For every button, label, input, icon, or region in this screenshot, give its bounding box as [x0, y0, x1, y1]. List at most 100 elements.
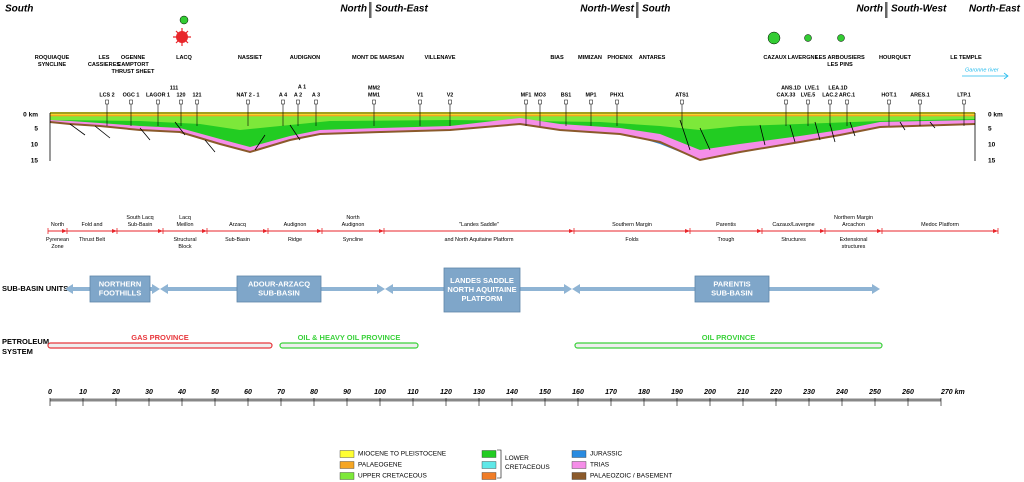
- province-label: OIL & HEAVY OIL PROVINCE: [298, 333, 401, 342]
- direction-label: South: [5, 4, 33, 15]
- locality-label: MIMIZAN: [578, 55, 602, 61]
- zone-top-label-line: South Lacq: [126, 215, 153, 221]
- distance-label: 230: [802, 389, 815, 396]
- well-marker: [538, 99, 542, 105]
- distance-label: 20: [111, 389, 120, 396]
- legend-swatch: [571, 450, 587, 458]
- zone-top-label: North Audignon: [342, 215, 365, 228]
- zone-top-label-line: Lacq: [179, 215, 191, 221]
- well-marker: [296, 99, 300, 105]
- unit-label-line: PARENTIS: [713, 279, 750, 288]
- section-layers: [49, 112, 976, 162]
- locality-label: PHOENIX: [607, 55, 632, 61]
- legend-swatch: [481, 472, 497, 480]
- zone-top-label: Arzacq: [229, 222, 246, 228]
- zone-arrowhead: [569, 229, 574, 233]
- well-label: A 2: [294, 92, 302, 98]
- well-marker: [680, 99, 684, 105]
- zone-top-label-line: Meillon: [176, 222, 193, 228]
- river-arrow: [962, 72, 1009, 80]
- zone-top-label-line: Sub-Basin: [128, 222, 153, 228]
- zone-top-label-line: Arcachon: [842, 222, 865, 228]
- zone-top-label-line: North: [51, 222, 64, 228]
- distance-label: 170: [605, 389, 617, 396]
- well-label: ATS1: [675, 92, 688, 98]
- locality-label: CAZAUX: [763, 55, 787, 61]
- legend-swatch: [339, 450, 355, 458]
- locality-label-line: LES ARBOUSIERS: [815, 55, 865, 61]
- well-label: MM2: [368, 85, 380, 91]
- legend-bracket: [497, 449, 502, 479]
- locality-label-line: CAZAUX: [763, 55, 787, 61]
- well-label: CAX.33: [777, 92, 796, 98]
- zone-arrowhead: [820, 229, 825, 233]
- unit-label-line: NORTHERN: [99, 279, 142, 288]
- basement-top: [49, 121, 976, 162]
- locality-label: ROQUIAQUE SYNCLINE: [35, 55, 70, 68]
- zone-bottom-label: Trough: [718, 237, 735, 243]
- zone-arrowhead: [112, 229, 117, 233]
- depth-label: 15: [31, 158, 39, 165]
- depth-label: 0 km: [23, 112, 38, 119]
- trias-layer: [50, 118, 975, 160]
- well-label: LEA.1D: [828, 85, 847, 91]
- well-marker: [418, 99, 422, 105]
- distance-label: 240: [835, 389, 848, 396]
- well-marker: [806, 99, 810, 105]
- zone-arrowhead: [379, 229, 384, 233]
- well-marker: [156, 99, 160, 105]
- zone-top-label: Parentis: [716, 222, 736, 228]
- locality-label-line: CAMPTORT: [117, 62, 149, 68]
- locality-label: LES CASSIERES: [88, 55, 121, 68]
- unit-box: [89, 275, 151, 303]
- locality-label: LAVERGNE: [788, 55, 819, 61]
- zone-top-label-line: Audignon: [342, 222, 365, 228]
- zone-top-label-line: Southern Margin: [612, 222, 652, 228]
- direction-label: South: [642, 4, 670, 15]
- distance-label: 60: [244, 389, 252, 396]
- distance-label: 40: [177, 389, 186, 396]
- legend-label: PALAEOGENE: [358, 462, 403, 469]
- zone-arrowhead: [993, 229, 998, 233]
- locality-label-line: BIAS: [550, 55, 564, 61]
- locality-label-line: CASSIERES: [88, 62, 121, 68]
- well-label: ANS.1D: [781, 85, 801, 91]
- distance-label: 210: [736, 389, 749, 396]
- well-marker: [448, 99, 452, 105]
- distance-label: 200: [703, 389, 716, 396]
- locality-label-line: OGENNE: [121, 55, 146, 61]
- zone-top-label-line: Arzacq: [229, 222, 246, 228]
- direction-label: South-West: [891, 4, 947, 15]
- legend-group-label-line: LOWER: [505, 455, 529, 462]
- distance-label: 260: [901, 389, 914, 396]
- locality-label: OGENNE CAMPTORT THRUST SHEET: [112, 55, 155, 75]
- well-marker: [887, 99, 891, 105]
- distance-label: 190: [671, 389, 683, 396]
- zone-bottom-label-line: Thrust Belt: [79, 237, 106, 243]
- unit-label-line: LANDES SADDLE: [450, 276, 514, 285]
- oil-field-icon: [767, 31, 781, 45]
- legend-swatch: [481, 461, 497, 469]
- distance-label: 140: [506, 389, 518, 396]
- well-label: 111: [170, 85, 178, 91]
- fault-lines: [69, 119, 936, 153]
- distance-label: 50: [211, 389, 219, 396]
- locality-label: VILLENAVE: [425, 55, 456, 61]
- legend-label: TRIAS: [590, 462, 610, 469]
- legend-group-label: LOWER CRETACEOUS: [505, 455, 550, 471]
- unit-label: ADOUR-ARZACQ SUB-BASIN: [248, 279, 310, 297]
- locality-label-line: HOURQUET: [879, 55, 912, 61]
- well-label: MM1: [368, 92, 380, 98]
- zone-bottom-label: Ridge: [288, 237, 302, 243]
- well-label: PHX1: [610, 92, 624, 98]
- zone-bottom-label: Folds: [625, 237, 638, 243]
- distance-label: 0: [48, 389, 52, 396]
- unit-label-line: NORTH AQUITAINE: [447, 285, 516, 294]
- oil-field-icon: [804, 34, 812, 42]
- depth-label: 0 km: [988, 112, 1003, 119]
- zone-bottom-label-line: Syncline: [343, 237, 363, 243]
- zone-top-label-line: Medoc Platform: [921, 222, 959, 228]
- locality-label-line: ANTARES: [639, 55, 666, 61]
- locality-label-line: LACQ: [176, 55, 192, 61]
